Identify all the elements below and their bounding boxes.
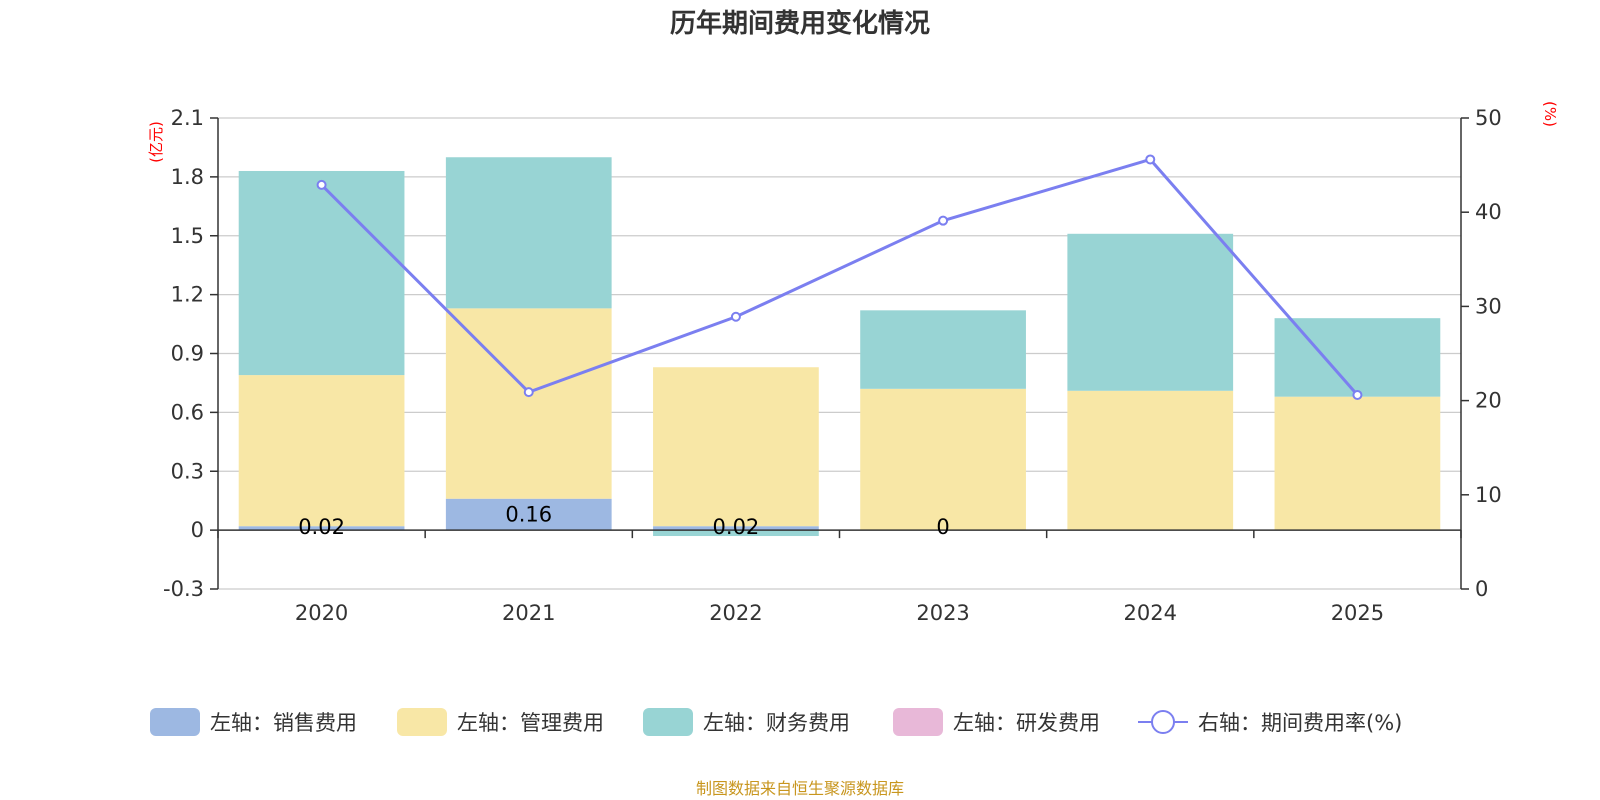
legend-label-3: 左轴：研发费用 (953, 711, 1100, 735)
left-tick-label-6: 1.5 (171, 224, 204, 248)
left-tick-label-3: 0.6 (171, 400, 204, 424)
legend-swatch-2 (643, 708, 693, 736)
bar-1-2025 (1274, 396, 1441, 531)
right-axis-unit: (%) (1541, 101, 1559, 127)
bar-2-2021 (445, 157, 612, 309)
rate-line (320, 157, 1359, 396)
legend-label-2: 左轴：财务费用 (703, 711, 850, 735)
left-tick-label-8: 2.1 (171, 106, 204, 130)
bar-1-2024 (1067, 390, 1234, 531)
sales-label-2021: 0.16 (505, 502, 552, 526)
bar-0-2022 (653, 526, 819, 531)
bar-1-2021 (445, 308, 612, 499)
legend: 左轴：销售费用 左轴：管理费用 左轴：财务费用 左轴：研发费用 右轴：期间费用率(%) (150, 708, 1402, 736)
legend-label-0: 左轴：销售费用 (210, 711, 357, 735)
left-tick-label-2: 0.3 (171, 459, 204, 483)
left-tick-label-1: 0 (191, 518, 204, 542)
sales-label-2023: 0 (936, 515, 949, 539)
bar-1-2022 (653, 367, 819, 527)
x-tick-label-2025: 2025 (1331, 601, 1384, 625)
bar-2-2022 (653, 530, 819, 537)
left-tick-label-7: 1.8 (171, 165, 204, 189)
sales-label-2020: 0.02 (298, 515, 345, 539)
source-note: 制图数据来自恒生聚源数据库 (696, 779, 904, 798)
left-axis-unit: (亿元) (147, 121, 165, 163)
bar-2-2024 (1067, 233, 1234, 391)
gridlines (218, 117, 1461, 590)
right-tick-label-0: 0 (1475, 577, 1488, 601)
x-tick-label-2021: 2021 (502, 601, 555, 625)
x-tick-label-2022: 2022 (709, 601, 762, 625)
right-tick-label-2: 20 (1475, 389, 1502, 413)
rate-point-2024 (1145, 154, 1156, 165)
legend-swatch-0 (150, 708, 200, 736)
legend-swatch-3 (893, 708, 943, 736)
bar-series (238, 157, 1441, 537)
right-tick-label-5: 50 (1475, 106, 1502, 130)
x-tick-label-2023: 2023 (916, 601, 969, 625)
legend-swatch-1 (397, 708, 447, 736)
bar-1-2020 (238, 375, 405, 527)
line-series (316, 154, 1363, 400)
legend-label-1: 左轴：管理费用 (457, 711, 604, 735)
rate-point-2020 (316, 179, 327, 190)
sales-label-2022: 0.02 (713, 515, 760, 539)
rate-point-2021 (523, 387, 534, 398)
right-tick-label-1: 10 (1475, 483, 1502, 507)
bar-2-2020 (238, 170, 405, 376)
rate-point-2025 (1352, 389, 1363, 400)
left-tick-label-4: 0.9 (171, 342, 204, 366)
left-tick-label-0: -0.3 (163, 577, 204, 601)
legend-label-4: 右轴：期间费用率(%) (1198, 711, 1402, 735)
axes: -0.3 0 0.3 0.6 0.9 1.2 1.5 1.8 2.1 0 10 20 30 40 50 202… (163, 106, 1502, 625)
bar-0-2020 (238, 526, 405, 531)
legend-line-marker (1151, 710, 1175, 734)
chart-title: 历年期间费用变化情况 (670, 8, 930, 39)
data-labels: 0.02 0.16 0.02 0 (298, 502, 950, 539)
x-tick-label-2020: 2020 (295, 601, 348, 625)
bar-1-2023 (860, 388, 1026, 531)
x-tick-label-2024: 2024 (1124, 601, 1177, 625)
rate-point-2023 (938, 215, 949, 226)
rate-point-2022 (730, 311, 741, 322)
bar-2-2023 (860, 310, 1026, 389)
right-tick-label-3: 30 (1475, 294, 1502, 318)
bar-0-2021 (445, 498, 612, 531)
left-tick-label-5: 1.2 (171, 283, 204, 307)
right-tick-label-4: 40 (1475, 200, 1502, 224)
